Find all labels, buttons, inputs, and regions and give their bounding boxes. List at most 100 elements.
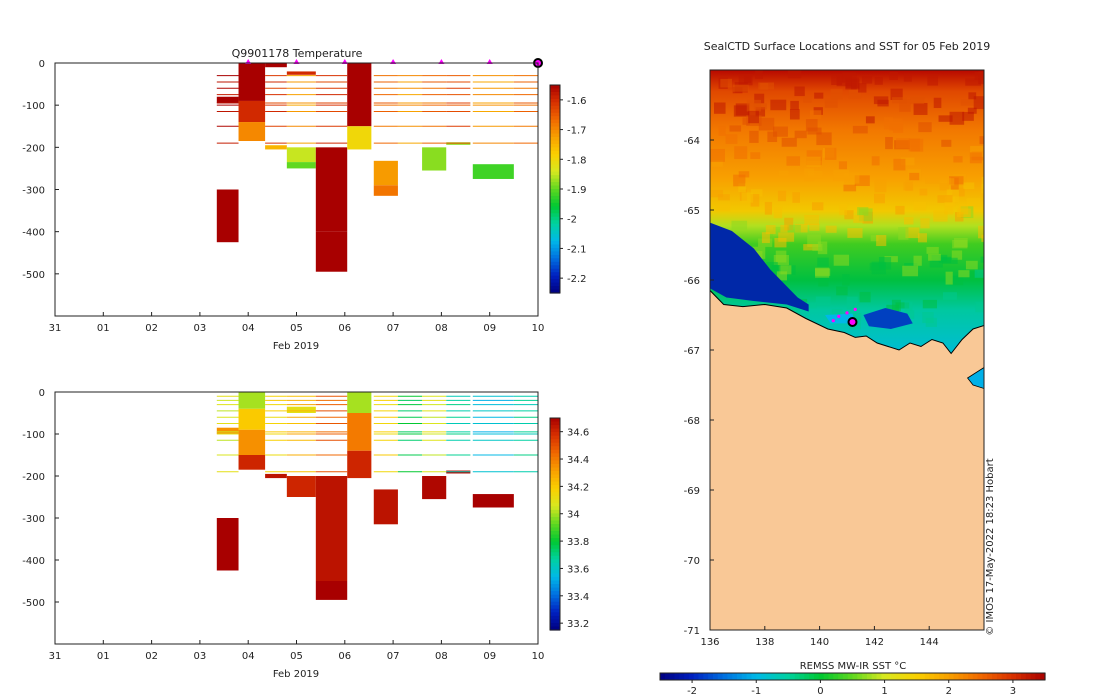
sst-speck-125 — [784, 217, 794, 231]
profile-cell-7 — [286, 406, 316, 413]
sst-speck-209 — [859, 291, 871, 303]
temperature-axes-frame — [54, 62, 539, 317]
colorbar-label-33.6: 33.6 — [567, 564, 589, 575]
colorbar-seg-22 — [550, 161, 560, 166]
sst-speck-77 — [778, 265, 792, 275]
ytick-label-0: 0 — [39, 388, 45, 399]
profile-cell-8 — [286, 147, 316, 163]
sst-speck-225 — [732, 84, 749, 92]
sst-speck-193 — [903, 217, 914, 225]
sst-speck-247 — [776, 271, 787, 281]
profile-cell-13 — [347, 126, 372, 150]
sst-speck-226 — [865, 116, 875, 124]
salinity-xticks: 31 01 02 03 04 05 06 07 08 09 10 — [49, 640, 544, 662]
colorbar-seg-55 — [550, 275, 560, 280]
sst-speck-126 — [807, 170, 823, 179]
colorbar-seg-39 — [550, 555, 560, 560]
colorbar-seg-3 — [550, 95, 560, 100]
colorbar-seg-14 — [550, 467, 560, 472]
sst-colorbar-seg-17 — [741, 673, 748, 680]
sst-speck-40 — [764, 201, 773, 215]
xtick-label-31: 31 — [49, 323, 62, 334]
sst-speck-251 — [893, 158, 906, 171]
profile-cell-16 — [422, 147, 447, 171]
colorbar-seg-45 — [550, 241, 560, 246]
colorbar-seg-7 — [550, 109, 560, 114]
sst-speck-78 — [836, 286, 848, 296]
sst-speck-187 — [905, 227, 920, 239]
colorbar-seg-28 — [550, 516, 560, 522]
sst-speck-95 — [845, 77, 859, 89]
sst-speck-171 — [958, 204, 969, 215]
colorbar-seg-25 — [550, 171, 560, 176]
cold-water-region — [710, 222, 809, 312]
colorbar-seg-16 — [550, 474, 560, 479]
xtick-label-04: 04 — [242, 651, 255, 662]
temperature-xticks: 31 01 02 03 04 05 06 07 08 09 10 — [49, 312, 544, 334]
sst-speck-82 — [717, 194, 730, 201]
sst-speck-64 — [870, 235, 879, 242]
sst-speck-183 — [895, 138, 911, 149]
colorbar-label--2.2: -2.2 — [567, 274, 587, 285]
profile-cell-11 — [315, 231, 348, 272]
sst-speck-33 — [846, 296, 858, 310]
sst-speck-67 — [949, 111, 965, 125]
sst-speck-164 — [943, 292, 957, 300]
temperature-line-rows — [216, 75, 538, 144]
colorbar-seg-6 — [550, 105, 560, 110]
colorbar-seg-54 — [550, 272, 560, 277]
sst-speck-235 — [792, 192, 800, 203]
salinity-xlabel: Feb 2019 — [273, 669, 319, 680]
colorbar-seg-40 — [550, 559, 560, 564]
colorbar-seg-51 — [550, 598, 560, 603]
sst-colorbar-seg-76 — [1025, 673, 1032, 680]
sst-colorbar-seg-70 — [996, 673, 1003, 680]
sst-colorbar-seg-69 — [992, 673, 998, 680]
map-ytick-label--64: -64 — [684, 136, 700, 147]
profile-cell-8 — [286, 476, 316, 497]
ytick-label-0: 0 — [39, 59, 45, 70]
sst-speck-229 — [842, 274, 850, 286]
sst-colorbar-seg-49 — [895, 673, 902, 680]
sst-speck-210 — [922, 299, 938, 309]
colorbar-seg-26 — [550, 509, 560, 514]
sst-speck-23 — [715, 204, 731, 212]
sst-colorbar-seg-2 — [669, 673, 676, 680]
sst-speck-63 — [794, 130, 807, 139]
sst-speck-18 — [711, 159, 723, 167]
colorbar-seg-37 — [550, 213, 560, 218]
sst-colorbar-seg-52 — [910, 673, 916, 680]
colorbar-seg-48 — [550, 251, 560, 256]
sst-speck-91 — [735, 103, 750, 116]
sst-speck-157 — [874, 76, 883, 85]
sst-speck-26 — [755, 70, 763, 80]
sst-speck-1 — [848, 89, 862, 99]
colorbar-seg-32 — [550, 531, 560, 536]
imos-credit: © IMOS 17-May-2022 18:23 Hobart — [985, 458, 996, 635]
sst-speck-133 — [804, 214, 820, 225]
colorbar-seg-41 — [550, 227, 560, 232]
sst-colorbar: -2 -1 0 1 2 3 — [659, 672, 1046, 697]
sst-colorbar-seg-25 — [780, 673, 786, 680]
colorbar-seg-57 — [550, 282, 560, 287]
sst-speck-7 — [773, 206, 783, 219]
colorbar-seg-4 — [550, 98, 560, 103]
map-ytick-label--68: -68 — [684, 416, 700, 427]
colorbar-seg-7 — [550, 442, 560, 447]
sst-colorbar-seg-64 — [968, 673, 974, 680]
sst-colorbar-seg-31 — [809, 673, 815, 680]
sst-colorbar-seg-53 — [915, 673, 921, 680]
profile-cell-2 — [238, 392, 266, 409]
colorbar-seg-33 — [550, 534, 560, 539]
sst-speck-32 — [854, 175, 870, 187]
sst-speck-223 — [767, 131, 778, 143]
profile-cell-15 — [373, 185, 398, 196]
colorbar-seg-40 — [550, 223, 560, 228]
sst-speck-96 — [970, 145, 984, 157]
colorbar-seg-21 — [550, 157, 560, 162]
sst-speck-167 — [884, 117, 894, 130]
profile-cell-14 — [373, 160, 398, 186]
sst-colorbar-seg-36 — [833, 673, 839, 680]
colorbar-seg-34 — [550, 202, 560, 207]
